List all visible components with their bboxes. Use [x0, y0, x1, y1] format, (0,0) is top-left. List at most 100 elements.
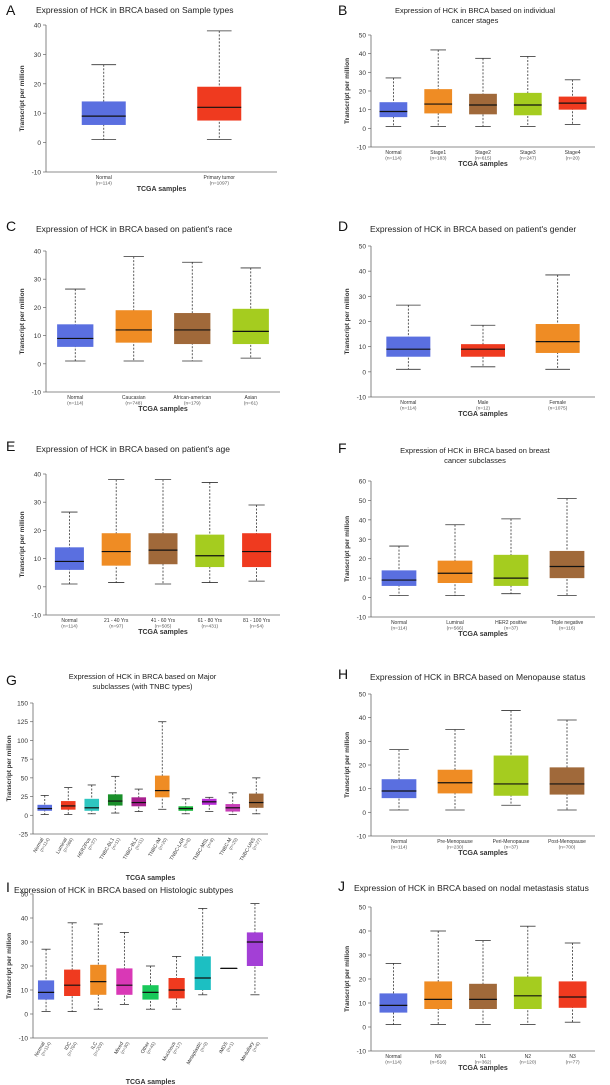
y-tick-label-j: 30	[359, 953, 367, 960]
panel-label-h: H	[338, 666, 348, 682]
box-f-3: Triple negative(n=116)	[549, 498, 585, 632]
x-tick-label-b-1: Stage1	[430, 150, 446, 156]
x-tick-label-c-3: Asian	[244, 395, 257, 401]
x-tick-n-b-1: (n=183)	[430, 156, 447, 162]
panel-g: G Expression of HCK in BRCA based on Majo…	[6, 672, 268, 882]
chart-title-d: Expression of HCK in BRCA based on patie…	[370, 224, 576, 234]
box-a-1: Primary tumor(n=1097)	[197, 30, 242, 187]
y-tick-label-e: 10	[34, 556, 42, 563]
y-tick-label-d: 0	[362, 369, 366, 376]
box-body-a-1	[197, 86, 242, 121]
box-i-0: Normal(n=114)	[34, 948, 55, 1058]
box-body-i-5	[168, 978, 185, 999]
y-axis-label-b: Transcript per million	[344, 58, 351, 124]
x-axis-label-g: TCGA samples	[126, 875, 176, 882]
x-tick-n-i-4: (n=45)	[145, 1041, 156, 1055]
box-i-2: ILC(n=203)	[90, 923, 107, 1057]
panel-i: I Expression of HCK in BRCA based on Hist…	[6, 879, 268, 1085]
x-tick-n-e-2: (n=505)	[155, 624, 172, 630]
y-tick-label-f: 60	[359, 479, 367, 486]
box-body-e-3	[195, 534, 225, 568]
y-tick-label-a: 10	[34, 111, 42, 118]
panel-label-f: F	[338, 440, 347, 456]
box-body-i-0	[37, 980, 55, 1000]
box-f-1: Luminal(n=566)	[437, 524, 473, 632]
box-i-8: Medullary(n=6)	[240, 903, 264, 1063]
box-c-3: Asian(n=61)	[232, 267, 269, 407]
x-tick-label-g-7: TNBC-MSL	[192, 837, 210, 862]
box-body-f-2	[493, 554, 529, 586]
box-body-g-9	[248, 793, 264, 808]
box-g-9: TNBC-UNS(n=27)	[239, 777, 264, 862]
chart-title-g-1: subclasses (with TNBC types)	[93, 682, 193, 691]
x-tick-label-e-2: 41 - 60 Yrs	[151, 618, 176, 624]
y-tick-label-c: 40	[34, 249, 42, 256]
x-tick-n-c-2: (n=179)	[184, 401, 201, 407]
box-j-1: N0(n=516)	[424, 930, 453, 1066]
y-axis-label-a: Transcript per million	[19, 65, 26, 131]
y-tick-label-j: 20	[359, 977, 367, 984]
y-tick-label-h: 40	[359, 715, 367, 722]
box-d-0: Normal(n=114)	[386, 304, 431, 412]
box-body-h-1	[437, 769, 473, 794]
y-tick-label-c: -10	[32, 390, 42, 397]
y-tick-label-g: 50	[21, 775, 29, 782]
x-tick-n-a-0: (n=114)	[96, 181, 113, 187]
y-tick-label-f: 50	[359, 498, 367, 505]
x-axis-label-a: TCGA samples	[137, 186, 187, 193]
x-tick-label-b-2: Stage2	[475, 150, 491, 156]
box-body-f-1	[437, 560, 473, 583]
y-tick-label-e: 40	[34, 472, 42, 479]
box-g-2: HER2Pos(n=37)	[76, 784, 100, 859]
box-i-4: Other(n=45)	[140, 965, 159, 1055]
y-tick-label-d: 40	[359, 269, 367, 276]
x-tick-label-a-0: Normal	[96, 175, 112, 181]
box-body-b-3	[513, 92, 542, 116]
panel-j: J Expression of HCK in BRCA based on noda…	[338, 878, 595, 1072]
y-tick-label-b: 40	[359, 51, 367, 58]
y-tick-label-b: 30	[359, 70, 367, 77]
box-e-3: 61 - 80 Yrs(n=431)	[195, 482, 225, 630]
y-tick-label-e: 30	[34, 500, 42, 507]
x-tick-label-f-0: Normal	[391, 620, 407, 626]
x-tick-label-d-2: Female	[549, 400, 566, 406]
x-tick-label-b-3: Stage3	[520, 150, 536, 156]
box-b-3: Stage3(n=247)	[513, 56, 542, 162]
y-tick-label-d: 50	[359, 244, 367, 251]
x-tick-label-h-2: Peri-Menopause	[493, 839, 530, 845]
box-body-g-0	[37, 804, 53, 811]
box-body-j-4	[558, 981, 587, 1008]
box-body-g-2	[84, 798, 100, 811]
box-g-8: TNBC-M(n=29)	[219, 792, 241, 857]
x-tick-label-h-1: Pre-Menopause	[437, 839, 473, 845]
x-tick-label-d-0: Normal	[400, 400, 416, 406]
x-tick-n-b-0: (n=114)	[385, 156, 402, 162]
x-tick-n-g-4: (n=11)	[134, 837, 145, 851]
y-tick-label-b: 20	[359, 89, 367, 96]
y-tick-label-i: 50	[21, 892, 29, 899]
y-axis-label-g: Transcript per million	[6, 735, 13, 801]
panel-h: H Expression of HCK in BRCA based on Meno…	[338, 666, 595, 857]
chart-title-a: Expression of HCK in BRCA based on Sampl…	[36, 5, 234, 15]
x-axis-label-c: TCGA samples	[138, 406, 188, 413]
y-tick-label-f: -10	[357, 615, 367, 622]
box-body-e-1	[101, 533, 131, 566]
x-tick-n-i-8: (n=6)	[251, 1041, 261, 1053]
box-body-d-2	[535, 324, 580, 353]
y-axis-label-f: Transcript per million	[344, 516, 351, 582]
box-d-1: Male(n=12)	[461, 324, 505, 412]
box-body-d-1	[461, 344, 505, 357]
box-g-6: TNBC-LAR(n=8)	[169, 798, 194, 862]
panel-label-g: G	[6, 672, 17, 688]
panel-f: F Expression of HCK in BRCA based on brea…	[338, 440, 595, 638]
x-tick-label-j-0: Normal	[385, 1054, 401, 1060]
y-tick-label-b: 0	[362, 126, 366, 133]
y-tick-label-i: 20	[21, 964, 29, 971]
y-axis-label-h: Transcript per million	[344, 732, 351, 798]
box-body-h-0	[381, 779, 417, 799]
y-tick-label-a: -10	[32, 170, 42, 177]
y-tick-label-d: 20	[359, 319, 367, 326]
box-body-h-3	[549, 767, 585, 795]
y-tick-label-e: 20	[34, 528, 42, 535]
x-tick-n-j-0: (n=114)	[385, 1060, 402, 1066]
